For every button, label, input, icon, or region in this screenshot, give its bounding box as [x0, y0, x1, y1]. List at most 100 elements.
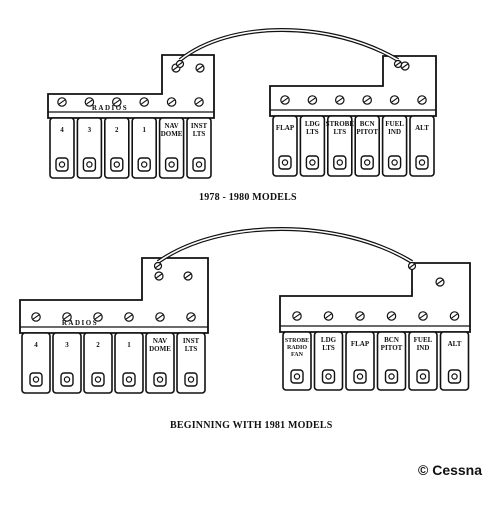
right-bus-bar: [269, 55, 437, 117]
circuit-breaker-right-alt[interactable]: ALT: [439, 331, 470, 391]
breaker-label: DOME: [161, 130, 183, 138]
left-breaker-screw-4-icon: [139, 97, 149, 107]
right-breaker-screw-5-icon: [389, 95, 400, 105]
breaker-label: 1: [142, 126, 146, 134]
radios-group-label: RADIOS: [92, 104, 128, 112]
breaker-label: STROBE: [326, 120, 355, 128]
left-terminal-screw-2-icon: [183, 271, 193, 281]
right-terminal-screw-1-icon: [435, 277, 445, 287]
breaker-label: FUEL: [385, 120, 404, 128]
left-breaker-screw-5-icon: [166, 97, 177, 107]
circuit-breaker-left-1[interactable]: 1: [131, 117, 157, 179]
breaker-button[interactable]: [416, 369, 430, 384]
breaker-label: FUEL: [414, 336, 433, 344]
breaker-label: 4: [60, 126, 64, 134]
breaker-button[interactable]: [110, 157, 124, 172]
breaker-button[interactable]: [82, 157, 97, 172]
circuit-breaker-left-3[interactable]: 3: [52, 332, 82, 394]
circuit-breaker-right-alt[interactable]: ALT: [409, 115, 435, 177]
circuit-breaker-left-3[interactable]: 3: [76, 117, 103, 179]
breaker-label: 4: [34, 341, 38, 349]
left-breaker-screw-3-icon: [112, 97, 122, 107]
circuit-breaker-left-1[interactable]: 1: [114, 332, 144, 394]
breaker-label: RADIO: [287, 345, 307, 351]
breaker-button[interactable]: [333, 155, 347, 170]
breaker-label: LTS: [306, 128, 319, 136]
breaker-label: LDG: [305, 120, 321, 128]
breaker-button[interactable]: [360, 155, 374, 170]
left-breaker-screw-3-icon: [93, 312, 103, 322]
breaker-label: 3: [65, 341, 69, 349]
breaker-button[interactable]: [55, 157, 69, 172]
breaker-button[interactable]: [164, 157, 179, 172]
circuit-breaker-right-flap[interactable]: FLAP: [272, 115, 298, 177]
left-breaker-screw-1-icon: [57, 97, 67, 107]
breaker-label: 2: [96, 341, 100, 349]
breaker-label: LDG: [321, 336, 337, 344]
breaker-button[interactable]: [192, 157, 206, 172]
left-terminal-screw-2-icon: [195, 63, 205, 73]
right-breaker-screw-6-icon: [449, 311, 460, 321]
breaker-button[interactable]: [122, 372, 136, 387]
right-bus-bar: [279, 262, 471, 333]
right-breaker-screw-1-icon: [280, 95, 290, 105]
breaker-button[interactable]: [384, 369, 399, 384]
breaker-button[interactable]: [137, 157, 151, 172]
circuit-breaker-left-2[interactable]: 2: [104, 117, 130, 179]
breaker-label: BCN: [360, 120, 375, 128]
right-breaker-screw-4-icon: [362, 95, 372, 105]
wire-terminal-left-icon: [175, 59, 185, 69]
breaker-button[interactable]: [305, 155, 320, 170]
breaker-button[interactable]: [153, 372, 167, 387]
breaker-label: PITOT: [381, 344, 403, 352]
right-breaker-screw-2-icon: [323, 311, 334, 321]
breaker-label: STROBE: [285, 338, 309, 344]
breaker-label: NAV: [153, 337, 167, 345]
circuit-breaker-left-2[interactable]: 2: [83, 332, 113, 394]
breaker-label: DOME: [149, 345, 171, 353]
breaker-label: IND: [388, 128, 401, 136]
breaker-button[interactable]: [447, 369, 462, 384]
breaker-label: BCN: [384, 336, 399, 344]
breaker-button[interactable]: [91, 372, 105, 387]
breaker-button[interactable]: [321, 369, 336, 384]
breaker-label: IND: [417, 344, 430, 352]
circuit-breaker-left-4[interactable]: 4: [49, 117, 75, 179]
breaker-label: ALT: [415, 124, 429, 132]
breaker-label: INST: [191, 122, 208, 130]
breaker-button[interactable]: [278, 155, 292, 170]
right-breaker-screw-2-icon: [307, 95, 318, 105]
wire-terminal-right-icon: [393, 59, 403, 69]
breaker-button[interactable]: [29, 372, 43, 387]
breaker-button[interactable]: [353, 369, 367, 384]
circuit-breaker-left-4[interactable]: 4: [21, 332, 51, 394]
left-breaker-screw-2-icon: [84, 97, 95, 107]
breaker-button[interactable]: [290, 369, 304, 384]
bus-jumper-wire: [156, 227, 414, 264]
wire-terminal-right-icon: [407, 261, 417, 271]
right-breaker-screw-1-icon: [292, 311, 302, 321]
circuit-breaker-right-flap[interactable]: FLAP: [345, 331, 375, 391]
breaker-button[interactable]: [60, 372, 74, 387]
breaker-button[interactable]: [415, 155, 429, 170]
breaker-label: ALT: [448, 340, 462, 348]
breaker-label: LTS: [322, 344, 335, 352]
breaker-button[interactable]: [387, 155, 402, 170]
breaker-button[interactable]: [184, 372, 198, 387]
